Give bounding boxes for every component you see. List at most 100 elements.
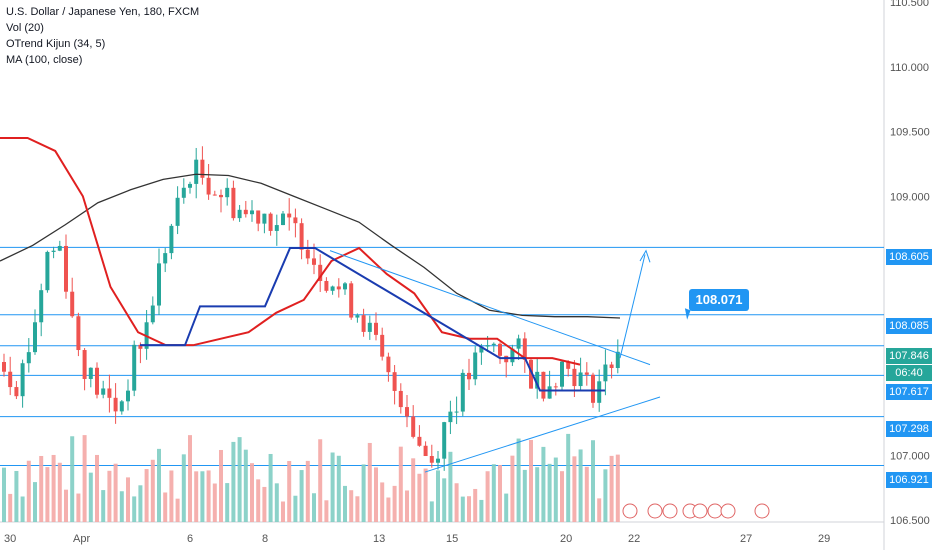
volume-bar: [45, 467, 50, 522]
economic-event-flag-icon: [720, 503, 736, 519]
candle-body: [57, 245, 62, 251]
volume-bar: [516, 438, 521, 522]
y-tick-label: 110.500: [890, 0, 929, 9]
candle-body: [299, 223, 304, 250]
candle-body: [113, 397, 118, 412]
economic-event-flag-icon: [662, 503, 678, 519]
candle-body: [82, 350, 87, 379]
candle-body: [380, 334, 385, 357]
candle-body: [454, 411, 459, 413]
candle-body: [485, 345, 490, 347]
x-tick-label: 22: [628, 533, 640, 545]
candle-body: [119, 401, 124, 412]
volume-bar: [181, 454, 186, 522]
candle-body: [2, 362, 6, 372]
volume-bar: [163, 492, 168, 522]
candle-body: [324, 280, 329, 291]
candle-body: [175, 197, 180, 226]
y-tick-label: 109.000: [890, 191, 930, 203]
candle-body: [349, 283, 354, 318]
projection-arrow-head: [639, 249, 651, 263]
volume-bar: [138, 485, 143, 522]
candle-body: [8, 371, 13, 388]
otrend-indicator-label: OTrend Kijun (34, 5): [6, 38, 106, 50]
volume-bar: [343, 485, 347, 522]
candle-body: [417, 436, 422, 446]
volume-bar: [336, 455, 341, 522]
candle-body: [547, 386, 552, 399]
candle-body: [138, 344, 143, 349]
volume-bar: [349, 490, 354, 522]
volume-bar: [88, 472, 93, 522]
volume-bar: [26, 460, 31, 522]
candle-body: [150, 305, 155, 323]
candle-body: [188, 183, 192, 188]
candle-body: [584, 372, 589, 375]
candle-body: [194, 159, 199, 184]
symbol-title: U.S. Dollar / Japanese Yen, 180, FXCM: [6, 6, 200, 18]
volume-bar: [603, 469, 608, 522]
volume-bar: [460, 496, 465, 522]
candle-body: [51, 250, 56, 252]
x-tick-label: 6: [187, 533, 193, 545]
candle-body: [510, 348, 515, 363]
volume-bar: [95, 454, 99, 522]
volume-bar: [113, 463, 118, 522]
candle-body: [243, 209, 248, 215]
volume-bar: [237, 437, 242, 522]
x-tick-label: Apr: [73, 533, 90, 545]
candle-body: [76, 316, 81, 351]
volume-bar: [510, 455, 515, 522]
volume-bar: [591, 440, 595, 522]
volume-bar: [268, 453, 273, 522]
candle-body: [132, 344, 137, 391]
volume-bar: [150, 459, 155, 522]
kijun-line-red: [0, 136, 581, 366]
volume-bar: [82, 435, 87, 522]
volume-bar: [293, 495, 298, 522]
candle-body: [70, 291, 75, 317]
candle-body: [436, 458, 440, 463]
candle-body: [429, 456, 434, 463]
candle-body: [163, 253, 168, 264]
volume-bar: [287, 460, 292, 522]
candle-body: [157, 263, 161, 306]
candle-body: [237, 209, 242, 219]
candle-body: [250, 210, 254, 215]
volume-bar: [535, 467, 540, 522]
ma-line: [0, 173, 621, 319]
volume-bar: [305, 460, 310, 522]
volume-bar: [262, 486, 267, 522]
economic-event-flag-icon: [692, 503, 708, 519]
volume-bar: [39, 455, 44, 522]
volume-bar: [225, 483, 230, 522]
candle-body: [572, 368, 577, 387]
candle-body: [560, 361, 564, 387]
volume-bar: [417, 473, 422, 522]
volume-bar: [144, 469, 149, 522]
candle-body: [355, 315, 360, 318]
candle-body: [45, 251, 50, 291]
candle-body: [442, 422, 447, 459]
volume-bar: [504, 493, 509, 522]
candle-body: [225, 187, 230, 198]
candle-body: [603, 364, 608, 382]
price-label-107298: 107.298: [886, 421, 932, 437]
candle-body: [33, 322, 37, 353]
volume-bar: [330, 452, 335, 522]
candle-body: [609, 364, 614, 369]
volume-bar: [281, 501, 285, 522]
ma-indicator-label: MA (100, close): [6, 54, 83, 66]
price-label-107617: 107.617: [886, 384, 932, 400]
candle-body: [231, 187, 236, 219]
x-tick-label: 29: [818, 533, 830, 545]
volume-bar: [219, 449, 223, 522]
volume-bar: [14, 470, 19, 522]
price-label-108085: 108.085: [886, 318, 932, 334]
volume-bar: [560, 471, 564, 522]
volume-bar: [529, 439, 533, 522]
candle-body: [553, 386, 558, 388]
volume-bar: [553, 457, 558, 522]
target-price-callout[interactable]: 108.071: [689, 289, 749, 311]
